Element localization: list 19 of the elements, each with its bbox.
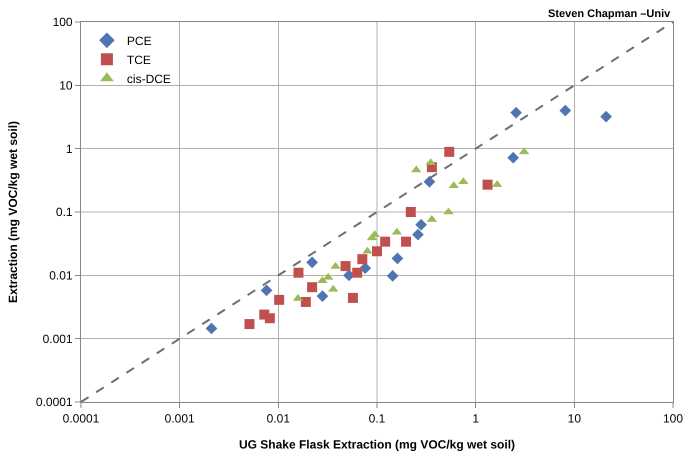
x-axis-title: UG Shake Flask Extraction (mg VOC/kg wet soil)	[238, 437, 516, 452]
x-tick-label: 10	[568, 411, 582, 426]
y-tick-label: 0.001	[42, 332, 73, 346]
legend-label: PCE	[126, 34, 152, 48]
x-tick-label: 1	[472, 411, 480, 426]
y-tick-label: 0.0001	[36, 395, 73, 410]
y-axis-title: Extraction (mg VOC/kg wet soil)	[6, 120, 20, 304]
y-tick-label: 1	[66, 142, 73, 156]
x-tick-label: 0.001	[164, 411, 196, 426]
x-tick-label: 100	[662, 411, 684, 426]
y-tick-label: 10	[59, 78, 73, 93]
y-tick-label: 0.01	[49, 268, 73, 283]
text: Steven Chapman –Univ	[548, 8, 672, 20]
x-tick-label: 0.1	[368, 411, 386, 426]
legend-label: TCE	[126, 52, 151, 67]
y-tick-label: 100	[52, 15, 73, 30]
y-tick-label: 0.1	[56, 205, 73, 220]
legend-label: cis-DCE	[126, 72, 171, 86]
x-tick-label: 0.01	[266, 411, 290, 426]
